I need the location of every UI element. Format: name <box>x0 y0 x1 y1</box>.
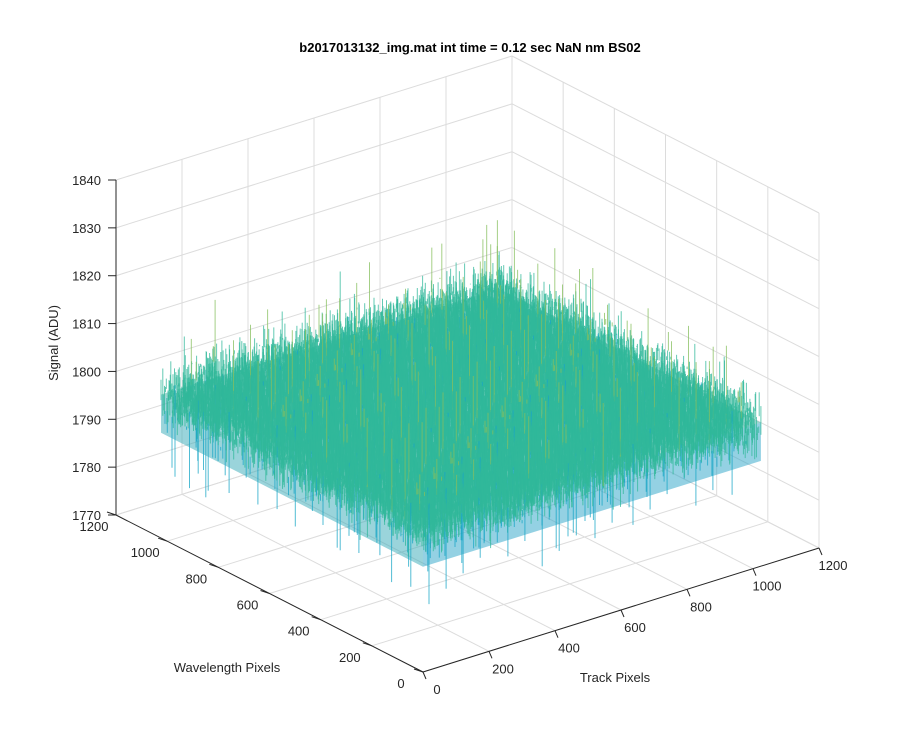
grid-line <box>511 103 820 262</box>
grid-line <box>511 151 820 310</box>
grid-line <box>371 521 768 647</box>
grid-line <box>115 55 513 181</box>
grid-line <box>511 55 820 214</box>
grid-line <box>115 151 513 277</box>
grid-line <box>115 103 513 229</box>
grid-line <box>320 495 717 621</box>
surface <box>160 220 762 605</box>
grid-line <box>115 199 513 325</box>
grid-line <box>511 199 820 358</box>
grid-line <box>115 246 513 372</box>
grid-line <box>511 246 820 405</box>
